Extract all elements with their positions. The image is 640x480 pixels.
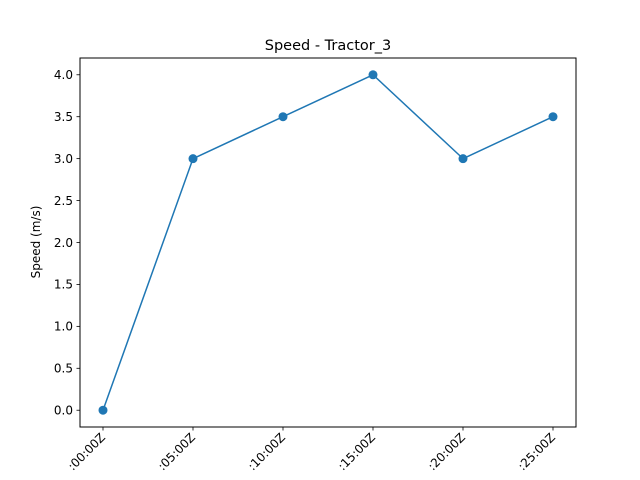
y-tick-label: 4.0 — [54, 68, 73, 82]
y-axis-ticks: 0.0 0.5 1.0 1.5 2.0 2.5 3.0 3.5 4.0 — [54, 68, 80, 418]
y-tick-label: 3.5 — [54, 110, 73, 124]
y-tick-label: 2.5 — [54, 194, 73, 208]
y-tick-label: 0.5 — [54, 362, 73, 376]
y-tick-label: 3.0 — [54, 152, 73, 166]
y-tick-label: 2.0 — [54, 236, 73, 250]
data-point — [458, 154, 468, 164]
data-point — [98, 405, 108, 415]
axes-frame — [79, 57, 577, 428]
y-axis-label: Speed (m/s) — [29, 206, 43, 279]
series-layer — [98, 70, 558, 415]
chart-title: Speed - Tractor_3 — [265, 38, 391, 54]
series-line — [102, 74, 554, 411]
data-point — [188, 154, 198, 164]
data-point — [548, 112, 558, 122]
y-tick-label: 0.0 — [54, 404, 73, 418]
data-point — [368, 70, 378, 80]
y-tick-label: 1.5 — [54, 278, 73, 292]
y-tick-label: 1.0 — [54, 320, 73, 334]
data-point — [278, 112, 288, 122]
